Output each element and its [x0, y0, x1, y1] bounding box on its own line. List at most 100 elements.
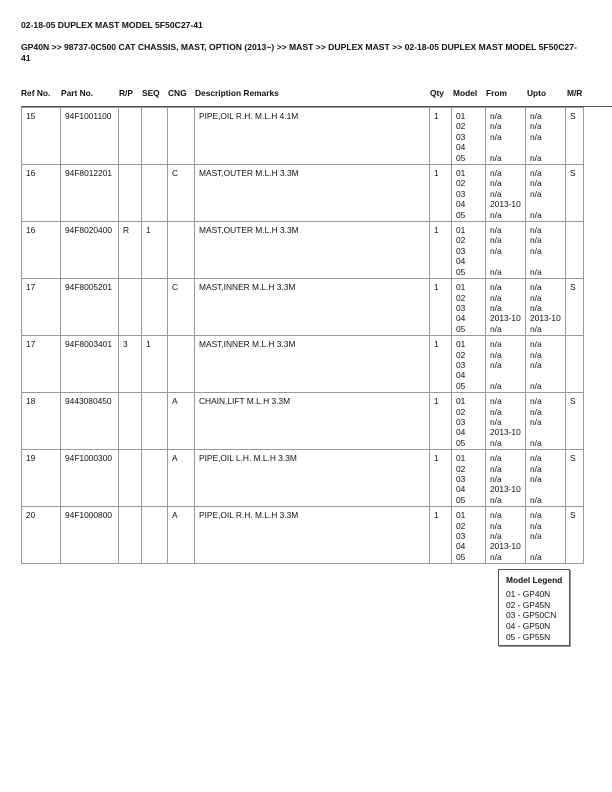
cell-seq: 1	[141, 221, 168, 280]
table-row: 19 94F1000300 A PIPE,OIL L.H. M.L.H 3.3M 1 01…	[21, 449, 584, 508]
legend-title: Model Legend	[506, 575, 563, 586]
model-legend: Model Legend 01 - GP40N 02 - GP45N 03 - …	[498, 569, 570, 647]
table-row: 20 94F1000800 A PIPE,OIL R.H. M.L.H 3.3M 1 01…	[21, 506, 584, 565]
cell-mr: S	[565, 392, 584, 451]
cell-seq	[141, 106, 168, 166]
cell-ref: 15	[21, 106, 61, 166]
header-divider	[21, 106, 612, 107]
cell-seq	[141, 164, 168, 223]
header-ref: Ref No.	[21, 88, 51, 98]
cell-from: n/a n/a n/a 2013-10 n/a	[485, 278, 526, 337]
header-desc: Description Remarks	[195, 88, 279, 98]
cell-seq	[141, 392, 168, 451]
cell-upto: n/a n/a n/a n/a	[525, 106, 566, 166]
cell-model: 01 02 03 04 05	[451, 221, 486, 280]
cell-part: 94F8005201	[60, 278, 119, 337]
legend-item: 04 - GP50N	[506, 621, 551, 632]
cell-ref: 20	[21, 506, 61, 565]
cell-part: 94F1001100	[60, 106, 119, 166]
cell-mr: S	[565, 164, 584, 223]
cell-upto: n/a n/a n/a n/a	[525, 335, 566, 394]
cell-ref: 17	[21, 278, 61, 337]
cell-rp	[118, 392, 142, 451]
cell-rp	[118, 164, 142, 223]
cell-cng: A	[167, 506, 195, 565]
cell-rp: 3	[118, 335, 142, 394]
cell-part: 94F1000800	[60, 506, 119, 565]
parts-table: 15 94F1001100 PIPE,OIL R.H. M.L.H 4.1M 1 01 …	[21, 106, 584, 565]
cell-part: 94F8020400	[60, 221, 119, 280]
cell-cng: C	[167, 164, 195, 223]
cell-part: 94F8012201	[60, 164, 119, 223]
cell-model: 01 02 03 04 05	[451, 164, 486, 223]
cell-mr: S	[565, 278, 584, 337]
cell-desc: MAST,INNER M.L.H 3.3M	[194, 335, 430, 394]
cell-qty: 1	[429, 392, 452, 451]
cell-model: 01 02 03 04 05	[451, 449, 486, 508]
cell-from: n/a n/a n/a n/a	[485, 221, 526, 280]
cell-desc: MAST,OUTER M.L.H 3.3M	[194, 221, 430, 280]
cell-mr: S	[565, 106, 584, 166]
header-from: From	[486, 88, 507, 98]
header-qty: Qty	[430, 88, 444, 98]
content-area: 15 94F1001100 PIPE,OIL R.H. M.L.H 4.1M 1 01 …	[21, 106, 584, 647]
cell-qty: 1	[429, 335, 452, 394]
cell-part: 9443080450	[60, 392, 119, 451]
cell-model: 01 02 03 04 05	[451, 106, 486, 166]
cell-desc: PIPE,OIL R.H. M.L.H 4.1M	[194, 106, 430, 166]
cell-cng	[167, 106, 195, 166]
cell-model: 01 02 03 04 05	[451, 335, 486, 394]
cell-upto: n/a n/a n/a n/a	[525, 506, 566, 565]
cell-part: 94F1000300	[60, 449, 119, 508]
header-cng: CNG	[168, 88, 187, 98]
cell-upto: n/a n/a n/a n/a	[525, 164, 566, 223]
cell-ref: 16	[21, 164, 61, 223]
cell-upto: n/a n/a n/a n/a	[525, 221, 566, 280]
cell-seq	[141, 278, 168, 337]
cell-desc: PIPE,OIL L.H. M.L.H 3.3M	[194, 449, 430, 508]
cell-qty: 1	[429, 164, 452, 223]
legend-item: 01 - GP40N	[506, 589, 551, 600]
cell-desc: MAST,INNER M.L.H 3.3M	[194, 278, 430, 337]
cell-upto: n/a n/a n/a 2013-10 n/a	[525, 278, 566, 337]
cell-ref: 17	[21, 335, 61, 394]
header-seq: SEQ	[142, 88, 160, 98]
cell-from: n/a n/a n/a n/a	[485, 335, 526, 394]
cell-desc: MAST,OUTER M.L.H 3.3M	[194, 164, 430, 223]
cell-from: n/a n/a n/a 2013-10 n/a	[485, 506, 526, 565]
cell-qty: 1	[429, 449, 452, 508]
cell-from: n/a n/a n/a 2013-10 n/a	[485, 164, 526, 223]
cell-upto: n/a n/a n/a n/a	[525, 392, 566, 451]
cell-cng	[167, 221, 195, 280]
table-row: 18 9443080450 A CHAIN,LIFT M.L.H 3.3M 1 01 02…	[21, 392, 584, 451]
table-header: Ref No. Part No. R/P SEQ CNG Description…	[0, 88, 612, 102]
cell-rp	[118, 278, 142, 337]
cell-qty: 1	[429, 278, 452, 337]
cell-cng: C	[167, 278, 195, 337]
cell-qty: 1	[429, 106, 452, 166]
cell-qty: 1	[429, 221, 452, 280]
legend-item: 05 - GP55N	[506, 631, 551, 642]
cell-seq	[141, 506, 168, 565]
cell-seq	[141, 449, 168, 508]
cell-cng: A	[167, 449, 195, 508]
cell-seq: 1	[141, 335, 168, 394]
cell-from: n/a n/a n/a n/a	[485, 106, 526, 166]
page-title: 02-18-05 DUPLEX MAST MODEL 5F50C27-41	[21, 20, 203, 30]
cell-part: 94F8003401	[60, 335, 119, 394]
cell-mr: S	[565, 506, 584, 565]
cell-from: n/a n/a n/a 2013-10 n/a	[485, 449, 526, 508]
table-row: 16 94F8012201 C MAST,OUTER M.L.H 3.3M 1 01 02…	[21, 164, 584, 223]
table-row: 16 94F8020400 R 1 MAST,OUTER M.L.H 3.3M 1 01 0…	[21, 221, 584, 280]
cell-desc: CHAIN,LIFT M.L.H 3.3M	[194, 392, 430, 451]
table-row: 17 94F8005201 C MAST,INNER M.L.H 3.3M 1 01 02…	[21, 278, 584, 337]
table-row: 15 94F1001100 PIPE,OIL R.H. M.L.H 4.1M 1 01 …	[21, 106, 584, 166]
cell-mr: S	[565, 449, 584, 508]
cell-ref: 18	[21, 392, 61, 451]
cell-qty: 1	[429, 506, 452, 565]
header-mr: M/R	[567, 88, 583, 98]
cell-rp	[118, 449, 142, 508]
cell-cng	[167, 335, 195, 394]
table-row: 17 94F8003401 3 1 MAST,INNER M.L.H 3.3M 1 01 0…	[21, 335, 584, 394]
header-part: Part No.	[61, 88, 94, 98]
